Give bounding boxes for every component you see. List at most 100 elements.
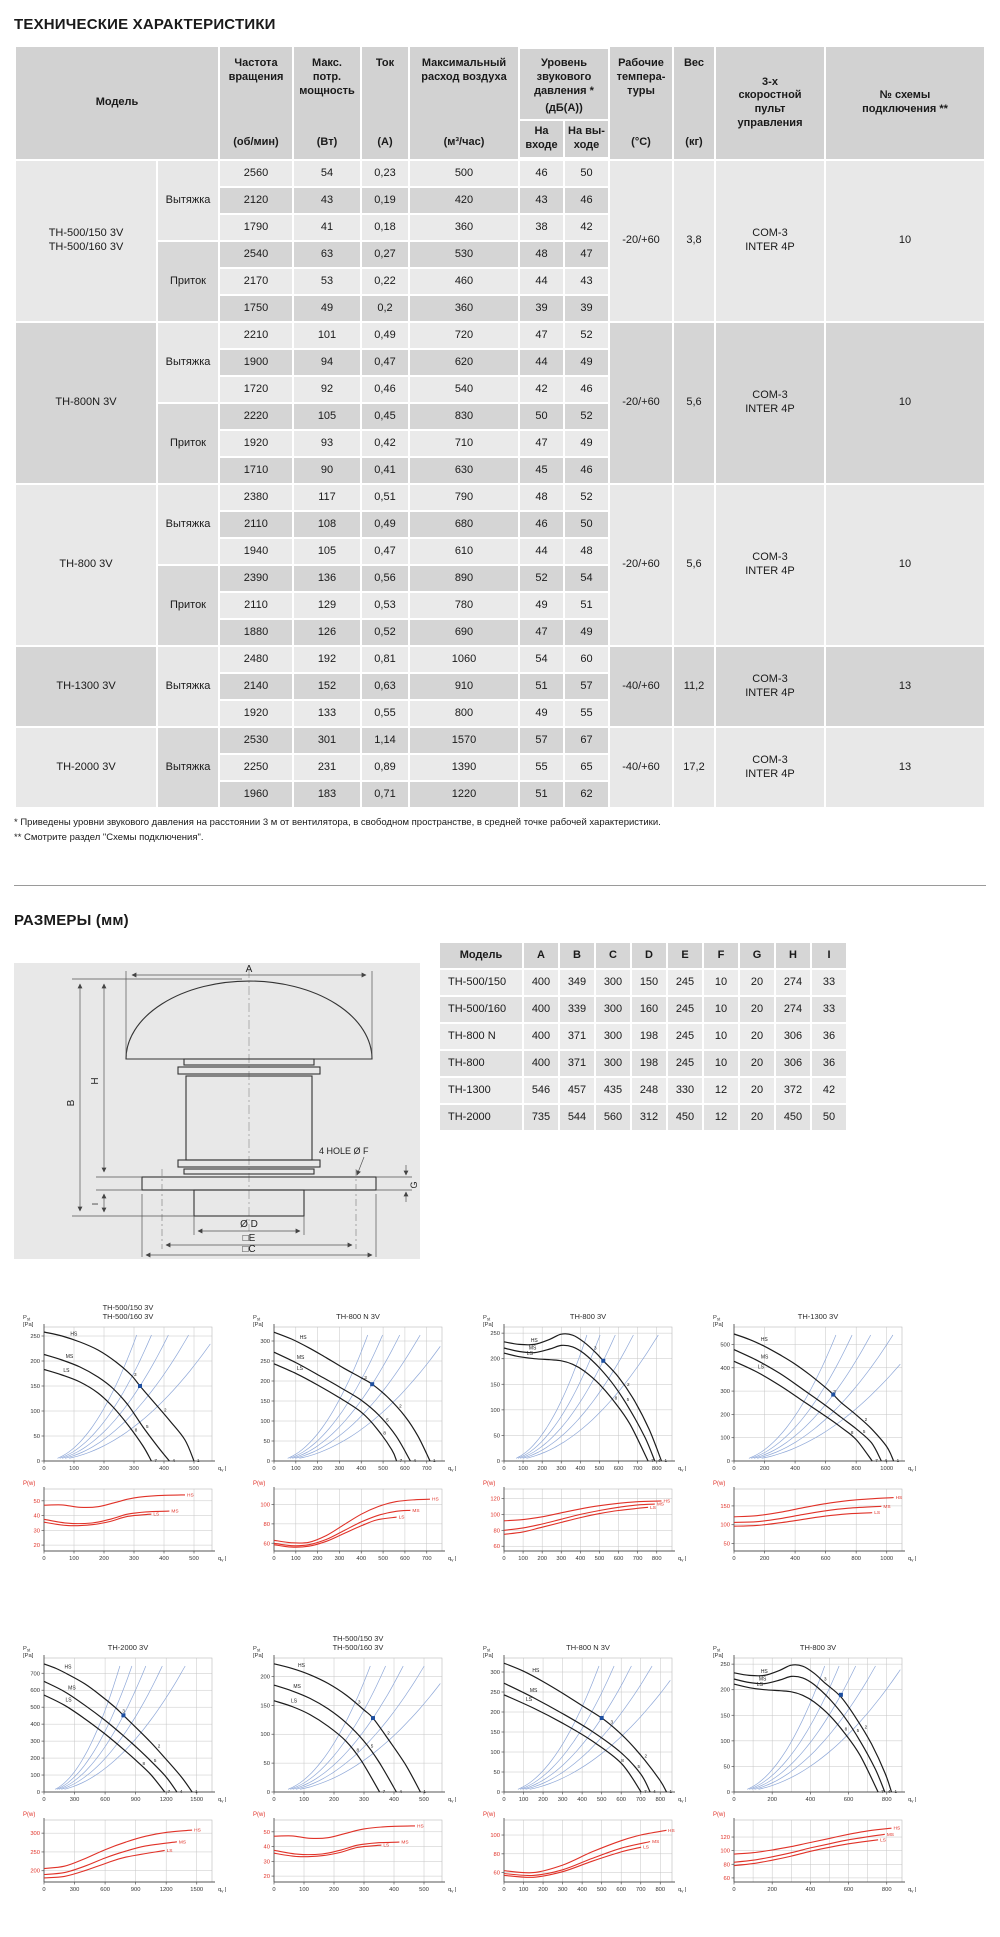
mode-cell: Вытяжка bbox=[158, 323, 218, 402]
value-cell: 49 bbox=[565, 620, 608, 645]
temp-cell: -20/+60 bbox=[610, 323, 672, 483]
value-cell: 50 bbox=[565, 161, 608, 186]
header-model: Модель bbox=[16, 47, 218, 159]
value-cell: 62 bbox=[565, 782, 608, 807]
value-cell: 126 bbox=[294, 620, 360, 645]
svg-text:LS: LS bbox=[758, 1364, 765, 1370]
svg-text:8: 8 bbox=[142, 1760, 145, 1765]
dimension-lines bbox=[72, 970, 412, 1258]
svg-text:300: 300 bbox=[556, 1556, 566, 1562]
svg-text:500: 500 bbox=[595, 1556, 605, 1562]
spec-row: 1880 126 0,52 690 47 49 bbox=[16, 620, 984, 645]
svg-text:Pst: Pst bbox=[253, 1315, 261, 1321]
svg-text:100: 100 bbox=[30, 1773, 40, 1779]
svg-text:200: 200 bbox=[260, 1674, 270, 1680]
svg-text:2: 2 bbox=[865, 1417, 868, 1422]
svg-text:2: 2 bbox=[399, 1403, 402, 1408]
svg-text:2: 2 bbox=[158, 1743, 161, 1748]
spec-header-row: Модель Частота вращения (об/мин) Макс. потр… bbox=[16, 47, 984, 159]
svg-text:qv [m³/h]: qv [m³/h] bbox=[218, 1887, 226, 1893]
svg-text:200: 200 bbox=[767, 1887, 777, 1893]
spec-row: 1790 41 0,18 360 38 42 bbox=[16, 215, 984, 240]
svg-text:300: 300 bbox=[129, 1556, 139, 1562]
value-cell: 43 bbox=[565, 269, 608, 294]
dims-value-cell: 10 bbox=[704, 969, 738, 995]
svg-text:[Pa]: [Pa] bbox=[23, 1653, 34, 1659]
dims-header-cell: G bbox=[740, 942, 774, 968]
svg-text:LS: LS bbox=[291, 1698, 298, 1704]
dims-value-cell: 12 bbox=[704, 1104, 738, 1130]
svg-text:600: 600 bbox=[400, 1556, 410, 1562]
value-cell: 2390 bbox=[220, 566, 292, 591]
value-cell: 2380 bbox=[220, 485, 292, 510]
svg-text:300: 300 bbox=[556, 1466, 566, 1472]
svg-text:0: 0 bbox=[272, 1466, 275, 1472]
mode-cell: Приток bbox=[158, 404, 218, 483]
svg-text:qv [m³/h]: qv [m³/h] bbox=[678, 1466, 686, 1472]
dims-value-cell: 400 bbox=[524, 969, 558, 995]
value-cell: 690 bbox=[410, 620, 518, 645]
svg-text:HS: HS bbox=[896, 1495, 903, 1501]
svg-text:120: 120 bbox=[720, 1835, 730, 1841]
svg-text:4: 4 bbox=[658, 1458, 661, 1463]
svg-text:700: 700 bbox=[636, 1797, 646, 1803]
svg-text:MS: MS bbox=[652, 1839, 659, 1845]
value-cell: 46 bbox=[520, 512, 563, 537]
dims-value-cell: 50 bbox=[812, 1104, 846, 1130]
svg-text:400: 400 bbox=[790, 1556, 800, 1562]
footnote-sound: * Приведены уровни звукового давления на… bbox=[14, 817, 661, 828]
weight-cell: 17,2 bbox=[674, 728, 714, 807]
svg-text:200: 200 bbox=[329, 1797, 339, 1803]
svg-text:0: 0 bbox=[37, 1790, 40, 1796]
svg-text:0: 0 bbox=[497, 1790, 500, 1796]
svg-text:MS: MS bbox=[171, 1508, 178, 1514]
svg-text:[Pa]: [Pa] bbox=[23, 1322, 34, 1328]
dim-label-i: I bbox=[91, 1203, 100, 1205]
svg-text:qv [m³/h]: qv [m³/h] bbox=[908, 1466, 916, 1472]
value-cell: 0,46 bbox=[362, 377, 408, 402]
dims-value-cell: 435 bbox=[596, 1077, 630, 1103]
svg-text:50: 50 bbox=[264, 1829, 270, 1835]
svg-text:50: 50 bbox=[264, 1439, 270, 1445]
value-cell: 53 bbox=[294, 269, 360, 294]
svg-text:400: 400 bbox=[576, 1466, 586, 1472]
svg-text:200: 200 bbox=[538, 1887, 548, 1893]
svg-text:200: 200 bbox=[260, 1379, 270, 1385]
control-cell: COM-3 INTER 4P bbox=[716, 647, 824, 726]
operating-point bbox=[121, 1712, 126, 1717]
power-curve-LS bbox=[43, 1849, 165, 1879]
dim-label-c: □C bbox=[242, 1244, 255, 1255]
value-cell: 47 bbox=[565, 242, 608, 267]
spec-row: 1720 92 0,46 540 42 46 bbox=[16, 377, 984, 402]
dims-row: TH-2000 735 544 560 312 450 12 20 450 50 bbox=[440, 1104, 846, 1130]
spec-row: 2120 43 0,19 420 43 46 bbox=[16, 188, 984, 213]
power-axis-label: P(w) bbox=[483, 1481, 495, 1487]
dims-value-cell: 544 bbox=[560, 1104, 594, 1130]
control-cell: COM-3 INTER 4P bbox=[716, 728, 824, 807]
dims-value-cell: 10 bbox=[704, 996, 738, 1022]
svg-text:400: 400 bbox=[806, 1887, 816, 1893]
svg-text:1500: 1500 bbox=[190, 1797, 203, 1803]
chart-svg: TH-2000 3V 0 100 200 300 400 500 600 700 0 300 600 9… bbox=[23, 1643, 240, 1893]
svg-text:600: 600 bbox=[844, 1887, 854, 1893]
svg-text:5: 5 bbox=[154, 1758, 157, 1763]
svg-text:50: 50 bbox=[264, 1761, 270, 1767]
value-cell: 0,49 bbox=[362, 512, 408, 537]
svg-text:LS: LS bbox=[650, 1504, 656, 1510]
value-cell: 1570 bbox=[410, 728, 518, 753]
value-cell: 2480 bbox=[220, 647, 292, 672]
svg-text:200: 200 bbox=[99, 1466, 109, 1472]
dim-label-d: Ø D bbox=[240, 1219, 258, 1230]
value-cell: 780 bbox=[410, 593, 518, 618]
svg-text:600: 600 bbox=[616, 1797, 626, 1803]
scheme-cell: 10 bbox=[826, 161, 984, 321]
value-cell: 47 bbox=[520, 620, 563, 645]
svg-text:50: 50 bbox=[494, 1770, 500, 1776]
chart-title: TH-800 3V bbox=[570, 1312, 606, 1321]
svg-text:5: 5 bbox=[146, 1424, 149, 1429]
svg-text:7: 7 bbox=[154, 1458, 157, 1463]
svg-text:Pst: Pst bbox=[253, 1646, 261, 1652]
svg-text:qv [m³/h]: qv [m³/h] bbox=[678, 1797, 686, 1803]
spec-row: TH-800N 3V Вытяжка 2210 101 0,49 720 47 52 -20/+… bbox=[16, 323, 984, 483]
svg-text:1: 1 bbox=[423, 1789, 426, 1794]
